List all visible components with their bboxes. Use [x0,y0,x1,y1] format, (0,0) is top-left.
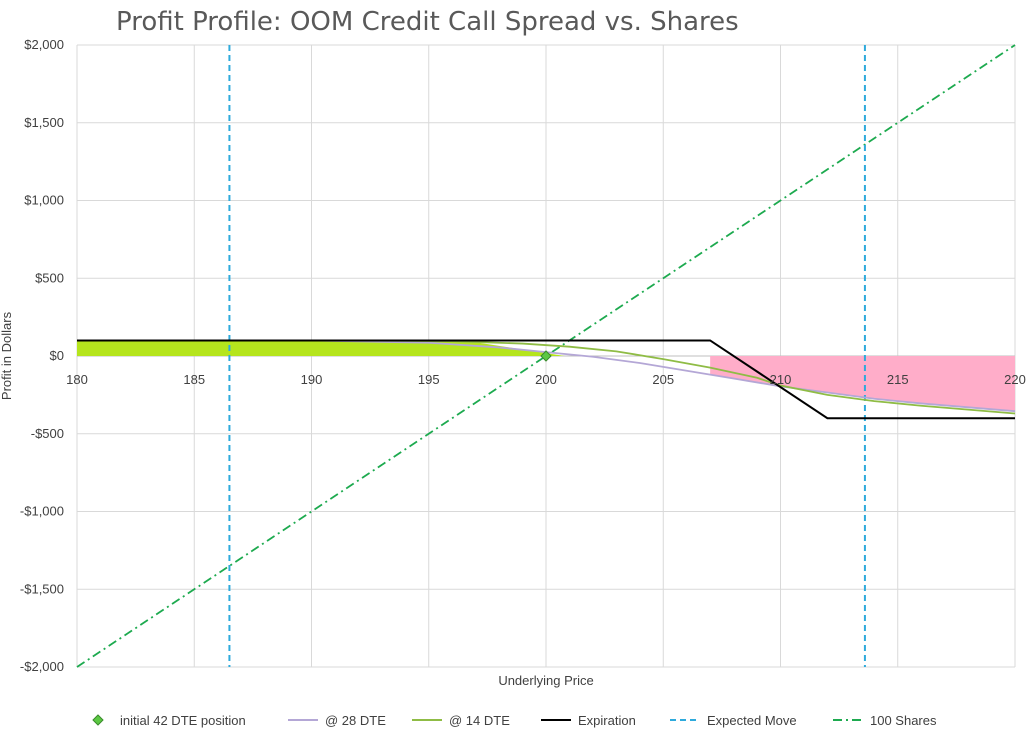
x-tick-label-3: 195 [418,372,440,387]
x-tick-label-4: 200 [535,372,557,387]
chart-title: Profit Profile: OOM Credit Call Spread v… [116,7,739,37]
y-tick-label-0: -$2,000 [20,659,64,674]
x-tick-label-0: 180 [66,372,88,387]
y-tick-label-7: $1,500 [24,115,64,130]
loss-zone [710,356,1015,412]
y-tick-label-5: $500 [35,270,64,285]
legend-label-28-dte: @ 28 DTE [325,713,386,728]
series-line-28-dte [77,339,1016,413]
legend: initial 42 DTE position @ 28 DTE @ 14 DTE E… [92,713,937,728]
x-tick-label-1: 185 [183,372,205,387]
x-tick-labels: 180 185 190 195 200 205 210 215 220 [66,372,1026,387]
x-tick-label-7: 215 [887,372,909,387]
legend-label-expiration: Expiration [578,713,636,728]
legend-label-initial-42-dte-position: initial 42 DTE position [120,713,246,728]
y-tick-label-3: -$500 [31,426,64,441]
x-tick-label-2: 190 [301,372,323,387]
y-tick-label-1: -$1,500 [20,581,64,596]
legend-swatch-initial-42-dte-position [92,714,104,726]
series-line-expiration [77,339,1015,420]
x-tick-label-6: 210 [770,372,792,387]
series-line-100-shares [76,44,1016,668]
y-tick-label-4: $0 [50,348,64,363]
series-point-initial-42-dte-position-0 [540,350,552,362]
series [76,44,1016,668]
y-tick-label-8: $2,000 [24,37,64,52]
series-line-14-dte [77,339,1016,415]
y-tick-label-6: $1,000 [24,193,64,208]
legend-label-expected-move: Expected Move [707,713,797,728]
x-tick-label-5: 205 [652,372,674,387]
y-tick-labels: -$2,000 -$1,500 -$1,000 -$500 $0 $500 $1,000 $1… [20,37,64,674]
y-axis-title: Profit in Dollars [0,311,14,400]
x-axis-title: Underlying Price [498,673,593,688]
legend-label-100-shares: 100 Shares [870,713,937,728]
y-tick-label-2: -$1,000 [20,504,64,519]
legend-label-14-dte: @ 14 DTE [449,713,510,728]
x-tick-label-8: 220 [1004,372,1026,387]
